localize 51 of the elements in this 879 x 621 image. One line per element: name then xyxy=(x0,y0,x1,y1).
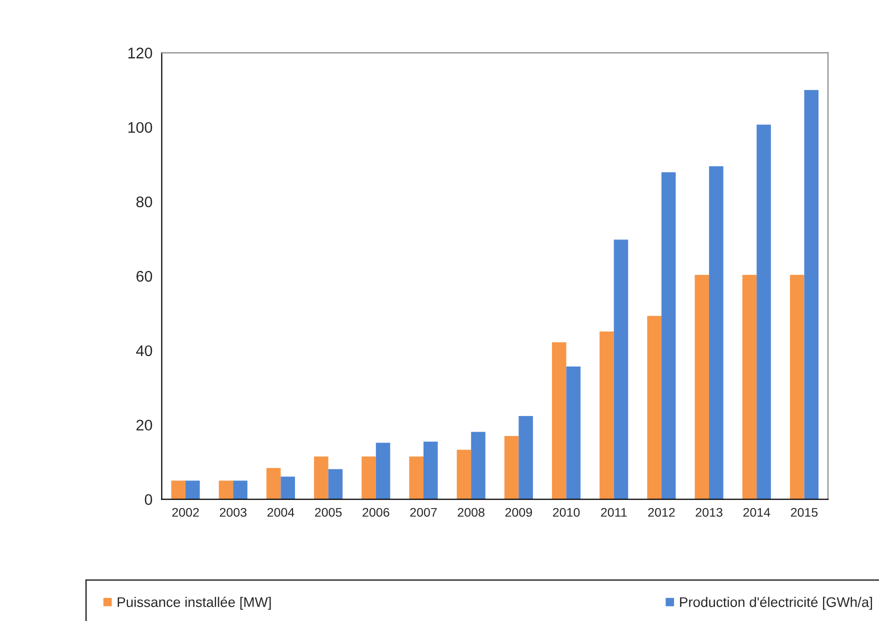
bar xyxy=(661,172,676,500)
bar xyxy=(647,316,662,500)
x-tick-label: 2015 xyxy=(790,508,818,517)
bar xyxy=(709,166,724,500)
x-tick-label: 2008 xyxy=(458,508,484,517)
bar xyxy=(314,456,328,500)
bar xyxy=(266,468,281,500)
x-tick-label: 2003 xyxy=(220,508,246,517)
y-tick-label: 120 xyxy=(128,48,152,58)
bar xyxy=(504,436,519,500)
x-tick-label: 2013 xyxy=(696,508,722,517)
bar xyxy=(790,274,804,500)
y-tick-label: 0 xyxy=(144,494,152,505)
bar xyxy=(376,442,390,500)
bar xyxy=(756,124,771,500)
x-tick-label: 2011 xyxy=(601,508,627,517)
x-tick-label: 2009 xyxy=(505,508,532,517)
bar xyxy=(471,432,486,500)
legend-label: Production d'électricité [GWh/a] xyxy=(680,596,872,610)
y-tick-label: 20 xyxy=(136,420,152,431)
bar xyxy=(233,480,248,500)
bar xyxy=(566,366,581,500)
bar xyxy=(742,274,757,500)
bar xyxy=(456,450,472,500)
bar xyxy=(600,331,614,500)
x-tick-label: 2014 xyxy=(743,508,770,517)
y-tick-label: 40 xyxy=(136,345,152,356)
bar xyxy=(362,456,376,500)
x-tick-label: 2004 xyxy=(267,508,294,517)
bar xyxy=(280,476,295,500)
bar xyxy=(186,480,200,500)
y-tick-label: 60 xyxy=(136,270,152,282)
bar xyxy=(552,342,566,500)
y-tick-label: 100 xyxy=(128,122,152,133)
bar xyxy=(328,469,343,500)
bar xyxy=(423,442,438,500)
bar xyxy=(171,480,186,500)
x-tick-label: 2006 xyxy=(362,508,390,517)
bar xyxy=(518,416,533,500)
bar xyxy=(804,90,818,500)
bar xyxy=(614,240,628,500)
bar xyxy=(218,480,234,500)
legend-label: Puissance installée [MW] xyxy=(118,596,271,610)
y-tick-label: 80 xyxy=(136,196,152,208)
x-tick-label: 2012 xyxy=(648,508,675,517)
x-tick-label: 2010 xyxy=(552,508,580,517)
x-tick-label: 2007 xyxy=(410,508,437,517)
bar xyxy=(409,456,424,500)
bar xyxy=(694,274,710,500)
x-tick-label: 2002 xyxy=(172,508,199,517)
x-tick-label: 2005 xyxy=(315,508,342,517)
